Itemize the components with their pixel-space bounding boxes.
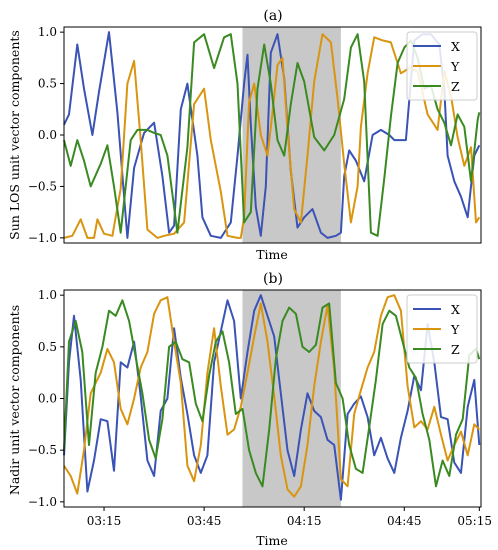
panel-b-legend-box	[406, 294, 478, 364]
panel-b-ytick-label: 1.0	[38, 288, 57, 302]
panel-a: (a) 1.0 0.5 0.0 −0.5 −1.0 Time Sun LOS unit …	[7, 8, 482, 262]
panel-b-legend: XYZ	[406, 294, 478, 364]
panel-a-legend-label-x: X	[451, 39, 460, 54]
panel-b-ytick-label: 0.0	[38, 392, 57, 406]
panel-b-title: (b)	[263, 271, 283, 287]
panel-a-ytick-label: −0.5	[28, 179, 57, 193]
panel-a-legend: XYZ	[406, 31, 478, 101]
panel-b-series-y-line	[63, 294, 481, 498]
panel-b-xtick-label: 03:45	[187, 514, 222, 528]
panel-b-series	[63, 294, 481, 501]
panel-a-legend-label-z: Z	[451, 79, 460, 94]
panel-a-legend-box	[406, 31, 478, 101]
panel-a-shaded-region	[242, 27, 341, 243]
panel-a-ytick-label: −1.0	[28, 231, 57, 245]
panel-a-ytick-label: 0.5	[38, 77, 57, 91]
panel-b-ytick-label: 0.5	[38, 340, 57, 354]
panel-a-ylabel: Sun LOS unit vector components	[7, 30, 22, 240]
panel-b-legend-label-x: X	[451, 302, 460, 317]
panel-a-ytick-label: 1.0	[38, 25, 57, 39]
panel-a-ytick-label: 0.0	[38, 128, 57, 142]
panel-a-legend-label-y: Y	[450, 59, 460, 74]
panel-b-legend-label-z: Z	[451, 342, 460, 357]
panel-b-ytick-label: −0.5	[28, 443, 57, 457]
panel-b-ticks: 1.0 0.5 0.0 −0.5 −1.0 03:15 03:45 04:15 04:45 05:…	[28, 288, 492, 528]
panel-b-ylabel: Nadir unit vector components	[7, 305, 22, 495]
panel-b-xtick-label: 05:15	[457, 514, 492, 528]
panel-b-series-z-line	[63, 299, 481, 488]
panel-a-ticks: 1.0 0.5 0.0 −0.5 −1.0	[28, 25, 64, 245]
panel-b-xtick-label: 04:15	[287, 514, 322, 528]
panel-b-legend-label-y: Y	[450, 322, 460, 337]
panel-a-xlabel: Time	[256, 247, 288, 262]
panel-b-series-x-line	[63, 294, 481, 501]
panel-b-ytick-label: −1.0	[28, 495, 57, 509]
panel-b-xtick-label: 04:45	[387, 514, 422, 528]
panel-b-xlabel: Time	[256, 533, 288, 548]
panel-b-xtick-label: 03:15	[87, 514, 122, 528]
panel-b: (b) 1.0 0.5 0.0 −0.5 −1.0 03:15 03:45 04:15 04:4…	[7, 271, 492, 548]
panel-a-title: (a)	[263, 8, 282, 24]
